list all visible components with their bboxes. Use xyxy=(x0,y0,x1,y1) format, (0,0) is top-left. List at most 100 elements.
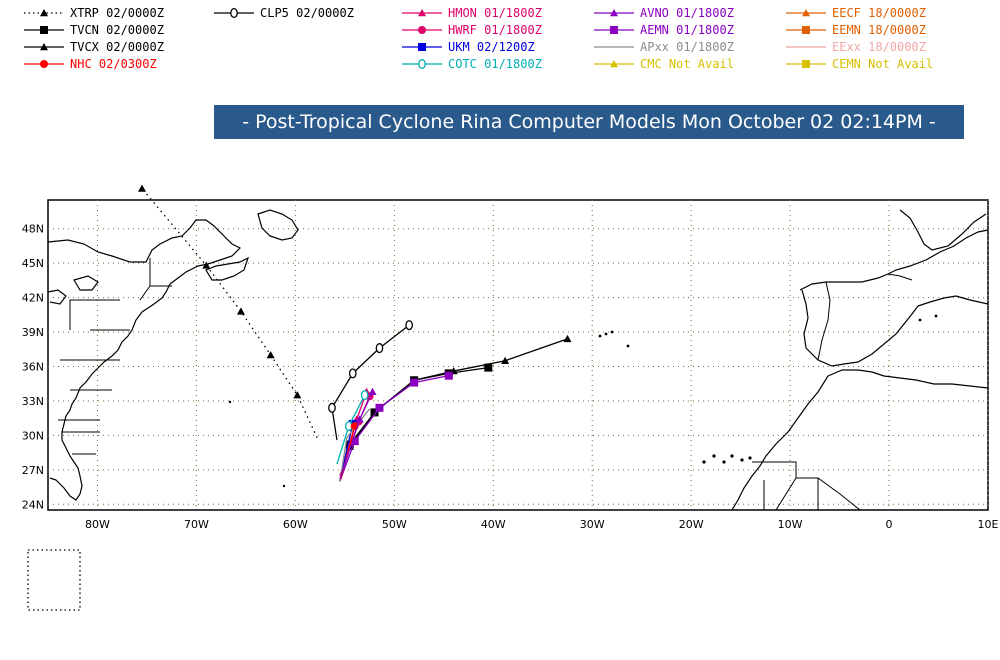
track-xtrp xyxy=(138,184,318,438)
zero-marker xyxy=(418,58,426,70)
track-map: 24N 27N 30N 33N 36N 39N 42N 45N 48N 80W 70W 60W 50W… xyxy=(22,184,999,531)
triangle-marker xyxy=(802,9,810,17)
track-line-xtrp xyxy=(141,188,318,438)
triangle-marker xyxy=(236,307,245,315)
triangle-marker xyxy=(355,415,364,423)
lon-tick-label: 60W xyxy=(283,518,308,531)
iberia-south-coast xyxy=(801,289,989,367)
legend-label: APxx 01/1800Z xyxy=(640,40,734,54)
track-avno xyxy=(339,387,377,480)
legend-swatch xyxy=(402,9,442,17)
circle-marker xyxy=(40,60,48,68)
inset-box xyxy=(27,549,81,611)
zero-marker xyxy=(375,343,384,354)
legend-swatch xyxy=(24,9,64,17)
square-marker xyxy=(40,26,48,34)
triangle-marker xyxy=(418,9,426,17)
legend-swatch xyxy=(786,26,826,34)
triangle-marker xyxy=(610,60,618,68)
track-aemn xyxy=(339,371,453,482)
lon-tick-label: 10E xyxy=(978,518,999,531)
legend-swatch xyxy=(786,46,826,48)
model-legend: XTRP 02/0000Z TVCN 02/0000Z TVCX 02/0000Z N… xyxy=(0,0,1000,80)
lat-tick-label: 33N xyxy=(22,395,44,408)
triangle-marker xyxy=(40,9,48,17)
legend-swatch xyxy=(594,26,634,34)
portugal-border xyxy=(817,281,831,361)
zero-marker xyxy=(348,368,357,379)
zero-marker xyxy=(230,7,238,19)
zero-marker xyxy=(405,320,414,331)
legend-label: CMC Not Avail xyxy=(640,57,734,71)
north-america-coast xyxy=(47,219,242,501)
circle-marker xyxy=(418,26,426,34)
lat-tick-label: 27N xyxy=(22,464,44,477)
legend-swatch xyxy=(594,60,634,68)
africa-coast xyxy=(731,369,989,511)
lon-tick-label: 70W xyxy=(184,518,209,531)
newfoundland xyxy=(257,209,299,241)
legend-swatch xyxy=(594,46,634,48)
legend-label: AEMN 01/1800Z xyxy=(640,23,734,37)
map-frame xyxy=(47,199,989,511)
longitude-labels: 80W 70W 60W 50W 40W 30W 20W 10W 0 10E xyxy=(85,518,998,531)
square-marker xyxy=(375,403,384,412)
legend-swatch xyxy=(786,9,826,17)
lat-tick-label: 39N xyxy=(22,326,44,339)
legend-swatch xyxy=(214,7,254,19)
lon-tick-label: 0 xyxy=(886,518,893,531)
iberia-coast xyxy=(799,229,989,291)
africa-borders xyxy=(752,461,861,511)
lon-tick-label: 50W xyxy=(382,518,407,531)
square-marker xyxy=(370,408,379,417)
legend-swatch xyxy=(24,60,64,68)
legend-label: CLP5 02/0000Z xyxy=(260,6,354,20)
zero-marker xyxy=(360,390,369,401)
square-marker xyxy=(802,26,810,34)
track-apxx xyxy=(339,408,371,482)
great-lakes xyxy=(47,275,99,305)
square-marker xyxy=(444,371,453,380)
square-marker xyxy=(410,378,419,387)
lon-tick-label: 20W xyxy=(679,518,704,531)
legend-label: AVNO 01/1800Z xyxy=(640,6,734,20)
coastlines xyxy=(47,209,989,511)
legend-swatch xyxy=(402,43,442,51)
triangle-marker xyxy=(266,351,275,359)
legend-swatch xyxy=(24,26,64,34)
lon-tick-label: 80W xyxy=(85,518,110,531)
legend-swatch xyxy=(594,9,634,17)
zero-marker xyxy=(328,402,336,413)
triangle-marker xyxy=(202,261,211,269)
track-cotc xyxy=(336,390,369,465)
legend-label: COTC 01/1800Z xyxy=(448,57,542,71)
legend-swatch xyxy=(786,60,826,68)
map-gridlines xyxy=(48,200,989,510)
legend-label: EExx 18/0000Z xyxy=(832,40,926,54)
triangle-marker xyxy=(610,9,618,17)
legend-swatch xyxy=(402,58,442,70)
square-marker xyxy=(418,43,426,51)
islands xyxy=(228,314,938,488)
latitude-labels: 24N 27N 30N 33N 36N 39N 42N 45N 48N xyxy=(22,223,44,512)
legend-label: EECF 18/0000Z xyxy=(832,6,926,20)
lon-tick-label: 40W xyxy=(481,518,506,531)
triangle-marker xyxy=(40,43,48,51)
lat-tick-label: 24N xyxy=(22,498,44,511)
legend-label: CEMN Not Avail xyxy=(832,57,934,71)
legend-label: TVCN 02/0000Z xyxy=(70,23,164,37)
lat-tick-label: 30N xyxy=(22,429,44,442)
triangle-marker xyxy=(138,184,146,192)
lat-tick-label: 42N xyxy=(22,292,44,305)
page-title: - Post-Tropical Cyclone Rina Computer Mo… xyxy=(214,105,964,139)
triangle-marker xyxy=(501,356,510,364)
lon-tick-label: 10W xyxy=(778,518,803,531)
legend-label: XTRP 02/0000Z xyxy=(70,6,164,20)
legend-swatch xyxy=(402,26,442,34)
legend-label: TVCX 02/0000Z xyxy=(70,40,164,54)
model-tracks xyxy=(138,184,572,482)
lat-tick-label: 45N xyxy=(22,257,44,270)
legend-label: EEMN 18/0000Z xyxy=(832,23,926,37)
square-marker xyxy=(802,60,810,68)
lat-tick-label: 48N xyxy=(22,223,44,236)
